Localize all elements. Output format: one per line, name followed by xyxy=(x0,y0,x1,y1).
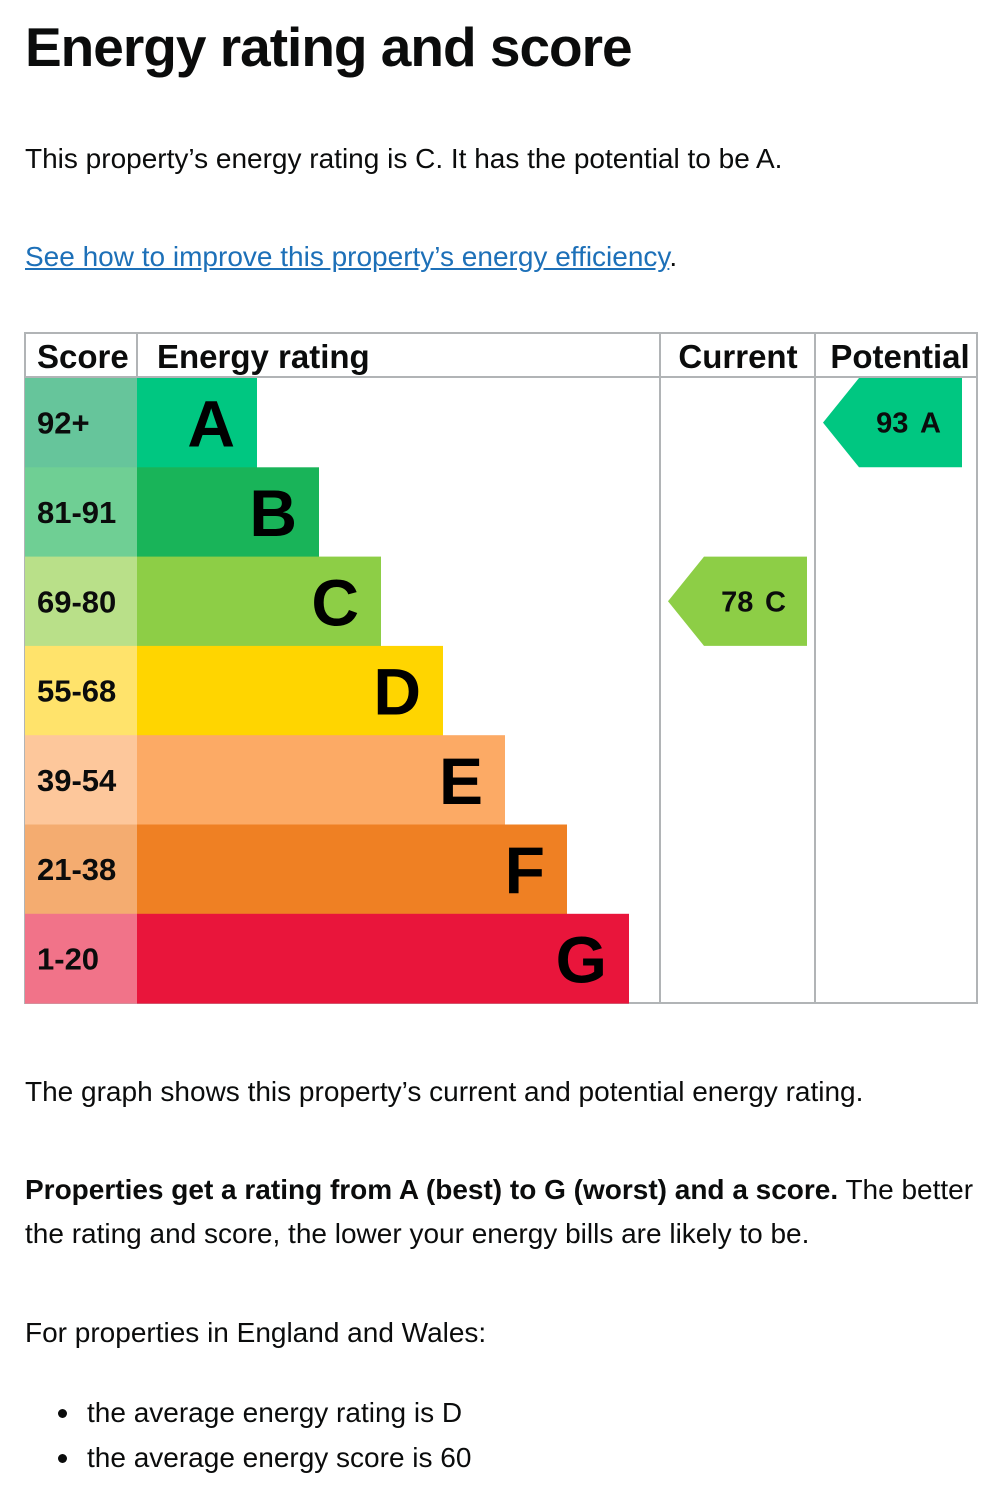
average-rating-item: the average energy rating is D xyxy=(25,1390,471,1435)
energy-rating-column-header: Energy rating xyxy=(157,338,370,375)
band-letter-a: A xyxy=(187,387,235,461)
potential-rating-label: 93 A xyxy=(876,408,941,440)
graph-note: The graph shows this property’s current … xyxy=(25,1076,864,1107)
band-letter-b: B xyxy=(249,476,297,550)
score-cell-g xyxy=(25,913,137,1004)
average-score-item: the average energy score is 60 xyxy=(25,1435,471,1480)
average-list: the average energy rating is D the avera… xyxy=(25,1390,471,1480)
score-cell-b xyxy=(25,467,137,558)
score-range-e: 39-54 xyxy=(37,763,117,798)
average-intro: For properties in England and Wales: xyxy=(25,1317,487,1348)
score-cell-f xyxy=(25,824,137,915)
band-letter-e: E xyxy=(439,744,483,818)
band-bar-f xyxy=(137,824,567,915)
score-cell-c xyxy=(25,556,137,647)
score-range-d: 55-68 xyxy=(37,674,116,709)
rating-bands: 92+ A 81-91 B 69-80 C 55-68 D 39-54 E 21-38 F 1-20 G xyxy=(25,378,629,1004)
potential-rating-arrow xyxy=(823,378,962,468)
current-rating-label: 78 C xyxy=(721,586,786,618)
band-letter-d: D xyxy=(373,655,421,729)
band-bar-b xyxy=(137,467,319,558)
rating-explanation: Properties get a rating from A (best) to… xyxy=(25,1168,975,1256)
current-column-header: Current xyxy=(678,338,797,375)
current-rating-arrow xyxy=(668,556,807,646)
band-letter-f: F xyxy=(505,833,545,907)
band-letter-c: C xyxy=(311,565,359,639)
energy-rating-chart: Score Energy rating Current Potential 92… xyxy=(24,332,978,1004)
band-bar-a xyxy=(137,378,257,468)
link-suffix: . xyxy=(669,241,678,272)
score-cell-e xyxy=(25,735,137,825)
rating-explanation-rest: The better the rating and score, the low… xyxy=(25,1174,974,1249)
score-column-header: Score xyxy=(37,338,129,375)
score-cell-d xyxy=(25,645,137,736)
page-title: Energy rating and score xyxy=(25,16,633,78)
rating-arrows: 78 C 93 A xyxy=(668,378,962,646)
score-range-a: 92+ xyxy=(37,406,90,441)
band-bar-c xyxy=(137,556,381,647)
score-range-c: 69-80 xyxy=(37,584,116,619)
rating-summary: This property’s energy rating is C. It h… xyxy=(25,143,783,174)
improve-paragraph: See how to improve this property’s energ… xyxy=(25,235,975,279)
improve-efficiency-link[interactable]: See how to improve this property’s energ… xyxy=(25,241,670,272)
rating-explanation-bold: Properties get a rating from A (best) to… xyxy=(25,1174,839,1205)
score-range-g: 1-20 xyxy=(37,941,99,976)
band-bar-e xyxy=(137,735,505,825)
score-range-f: 21-38 xyxy=(37,852,116,887)
band-bar-d xyxy=(137,645,443,736)
potential-column-header: Potential xyxy=(830,338,969,375)
band-bar-g xyxy=(137,913,629,1004)
score-range-b: 81-91 xyxy=(37,495,116,530)
score-cell-a xyxy=(25,378,137,468)
band-letter-g: G xyxy=(556,922,607,996)
